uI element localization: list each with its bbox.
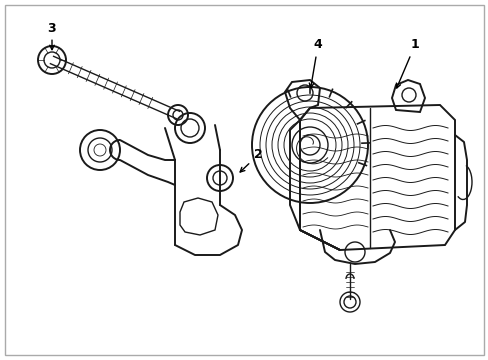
Text: 1: 1 (396, 39, 419, 88)
Text: 3: 3 (48, 22, 56, 50)
Text: 4: 4 (308, 39, 322, 88)
Text: 2: 2 (240, 148, 262, 172)
